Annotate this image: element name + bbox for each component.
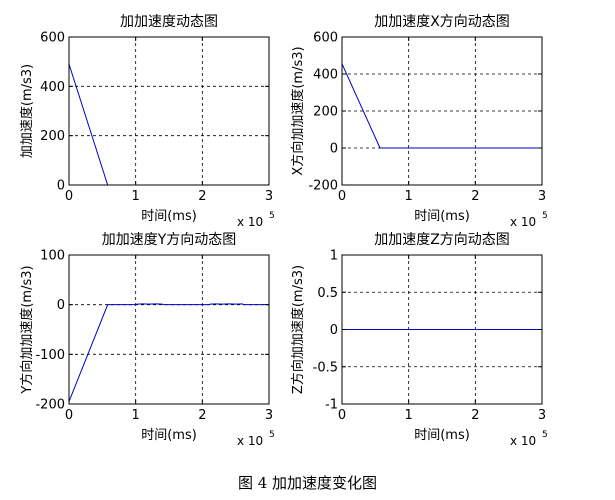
- figure-caption: 图 4 加加速度变化图: [237, 474, 378, 492]
- y-axis-label: Y方向加加速度(m/s3): [19, 265, 35, 394]
- x-axis-label: 时间(ms): [141, 428, 197, 443]
- y-tick-label: 0: [57, 179, 65, 194]
- x-axis-exponent: 5: [542, 430, 548, 440]
- chart-title: 加加速度X方向动态图: [374, 14, 510, 30]
- x-tick-label: 0: [338, 408, 346, 423]
- x-tick-label: 1: [132, 408, 140, 423]
- y-tick-label: 200: [313, 105, 338, 120]
- y-tick-label: -200: [308, 179, 338, 194]
- series-line: [341, 63, 542, 149]
- y-tick-label: 600: [40, 31, 65, 46]
- y-axis-label: Z方向加加速度(m/s3): [290, 265, 306, 394]
- x-tick-label: 1: [132, 189, 140, 204]
- chart-title: 加加速度Z方向动态图: [374, 232, 510, 248]
- y-tick-label: 1: [330, 249, 338, 264]
- axes-box: [68, 36, 270, 186]
- y-tick-label: 400: [40, 80, 65, 95]
- x-tick-label: 3: [265, 408, 273, 423]
- x-tick-label: 2: [198, 408, 206, 423]
- y-axis-label: X方向加加速度(m/s3): [290, 46, 306, 175]
- x-axis-multiplier: x 10: [237, 434, 263, 448]
- x-axis-exponent: 5: [269, 430, 275, 440]
- y-tick-label: 0: [57, 298, 65, 313]
- x-tick-label: 1: [405, 189, 413, 204]
- axes-box: [68, 254, 270, 405]
- series-line: [68, 303, 269, 402]
- x-axis-label: 时间(ms): [414, 428, 470, 443]
- x-axis-label: 时间(ms): [414, 209, 470, 224]
- y-tick-label: 400: [313, 68, 338, 83]
- chart-title: 加加速度Y方向动态图: [102, 232, 237, 248]
- x-tick-label: 3: [538, 408, 546, 423]
- y-tick-label: -1: [325, 398, 338, 413]
- y-axis-label: 加加速度(m/s3): [19, 64, 35, 158]
- x-tick-label: 0: [338, 189, 346, 204]
- x-tick-label: 2: [471, 189, 479, 204]
- x-tick-label: 1: [405, 408, 413, 423]
- y-tick-label: 0: [330, 142, 338, 157]
- x-axis-multiplier: x 10: [510, 434, 536, 448]
- x-tick-label: 2: [471, 408, 479, 423]
- x-axis-exponent: 5: [269, 211, 275, 221]
- y-tick-label: -200: [35, 398, 65, 413]
- x-axis-multiplier: x 10: [237, 215, 263, 229]
- x-axis-label: 时间(ms): [141, 209, 197, 224]
- y-tick-label: -100: [35, 348, 65, 363]
- x-tick-label: 3: [538, 189, 546, 204]
- y-tick-label: 0: [330, 323, 338, 338]
- y-tick-label: 600: [313, 31, 338, 46]
- x-axis-exponent: 5: [542, 211, 548, 221]
- x-tick-label: 0: [65, 189, 73, 204]
- x-tick-label: 0: [65, 408, 73, 423]
- x-tick-label: 2: [198, 189, 206, 204]
- x-axis-multiplier: x 10: [510, 215, 536, 229]
- y-tick-label: 200: [40, 129, 65, 144]
- y-tick-label: -0.5: [313, 360, 338, 375]
- series-line: [68, 63, 269, 186]
- chart-title: 加加速度动态图: [120, 14, 218, 30]
- y-tick-label: 100: [40, 249, 65, 264]
- x-tick-label: 3: [265, 189, 273, 204]
- y-tick-label: 0.5: [317, 286, 338, 301]
